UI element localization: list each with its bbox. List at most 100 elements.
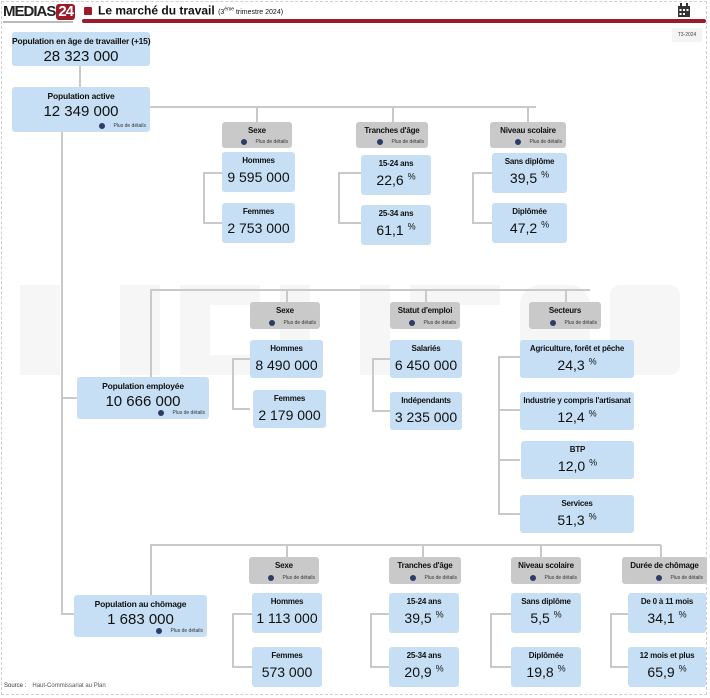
stat-value-wrap: 20,9 %: [389, 664, 459, 681]
stat-value-wrap: 1 113 000: [252, 610, 322, 627]
stat-box: 15-24 ans 22,6 %: [361, 155, 431, 195]
stat-label: Diplômée: [528, 651, 564, 660]
medias24-logo[interactable]: MEDIAS 24: [3, 3, 76, 20]
unit-label: %: [541, 169, 550, 180]
stat-label: BTP: [569, 445, 586, 454]
more-details-link[interactable]: Plus de détails: [515, 139, 562, 145]
group-header[interactable]: Statut d'emploi Plus de détails: [390, 302, 460, 329]
group-title: Statut d'emploi: [397, 306, 453, 315]
group-header[interactable]: Sexe Plus de détails: [250, 302, 320, 329]
stat-box: Femmes 2 179 000: [253, 390, 326, 428]
stat-value: 2 753 000: [227, 220, 290, 236]
connector-line: [286, 290, 288, 302]
stat-value: 8 490 000: [255, 357, 318, 373]
unit-label: %: [589, 457, 598, 468]
more-details-link[interactable]: Plus de détails: [409, 320, 456, 326]
more-details-link[interactable]: Plus de détails: [530, 575, 577, 581]
connector-line: [232, 613, 234, 668]
stat-label: De 0 à 11 mois: [640, 597, 694, 606]
title-text: Le marché du travail: [98, 3, 215, 18]
more-details-link[interactable]: Plus de détails: [269, 320, 316, 326]
stat-box: Femmes 573 000: [252, 647, 322, 687]
more-details-label: Plus de détails: [670, 575, 703, 581]
stat-value: 28 323 000: [43, 48, 119, 65]
more-details-label: Plus de détails: [564, 320, 597, 326]
stat-value: 9 595 000: [227, 169, 290, 185]
stat-box: Diplômée 19,8 %: [511, 647, 581, 687]
more-details-link[interactable]: Plus de détails: [550, 320, 597, 326]
connector-line: [61, 613, 75, 615]
stat-value: 39,5: [509, 170, 538, 186]
stat-box: De 0 à 11 mois 34,1 %: [628, 593, 706, 633]
connector-line: [498, 459, 520, 461]
stat-value-wrap: 65,9 %: [628, 664, 706, 681]
connector-line: [472, 222, 492, 224]
stat-box: Hommes 1 113 000: [252, 593, 322, 633]
more-details-link[interactable]: Plus de détails: [156, 628, 203, 634]
more-details-label: Plus de détails: [170, 628, 203, 634]
stat-label: Hommes: [242, 156, 275, 165]
connector-line: [372, 358, 374, 412]
group-header[interactable]: Niveau scolaire Plus de détails: [511, 557, 581, 584]
connector-line: [370, 613, 372, 668]
source-note: Source : Haut-Commissariat au Plan: [4, 683, 106, 689]
connector-line: [150, 289, 152, 377]
stat-label: 25-34 ans: [378, 209, 414, 218]
group-title: Tranches d'âge: [364, 126, 420, 135]
group-header[interactable]: Tranches d'âge Plus de détails: [389, 557, 461, 584]
stat-value: 39,5: [404, 610, 432, 626]
calendar-icon[interactable]: [677, 3, 691, 18]
connector-line: [61, 132, 63, 614]
more-details-label: Plus de détails: [391, 139, 424, 145]
connector-line: [338, 172, 361, 174]
connector-line: [370, 666, 389, 668]
more-details-link[interactable]: Plus de détails: [241, 139, 288, 145]
unit-label: %: [678, 609, 687, 620]
more-details-link[interactable]: Plus de détails: [656, 575, 703, 581]
connector-line: [232, 613, 252, 615]
stat-label: Femmes: [242, 207, 275, 216]
more-details-link[interactable]: Plus de détails: [410, 575, 457, 581]
stat-value-wrap: 8 490 000: [250, 357, 323, 374]
employed-population-box[interactable]: Population employée 10 666 000 Plus de dét…: [77, 377, 209, 419]
stat-value: 65,9: [647, 664, 675, 680]
more-details-link[interactable]: Plus de détails: [99, 123, 146, 129]
connector-line: [610, 613, 612, 668]
group-header[interactable]: Durée de chômage Plus de détails: [622, 557, 707, 584]
stat-value-wrap: 51,3 %: [520, 512, 634, 529]
connector-line: [203, 172, 222, 174]
connector-line: [392, 107, 394, 122]
stat-label: Salariés: [411, 344, 441, 353]
unemployed-population-box[interactable]: Population au chômage 1 683 000 Plus de dé…: [74, 595, 207, 637]
connector-line: [527, 107, 529, 122]
group-header[interactable]: Secteurs Plus de détails: [529, 302, 601, 329]
connector-line: [150, 289, 590, 291]
more-details-link[interactable]: Plus de détails: [158, 410, 205, 416]
more-details-label: Plus de détails: [113, 123, 146, 129]
info-dot-icon: [409, 320, 416, 326]
connector-line: [338, 172, 340, 224]
group-header[interactable]: Niveau scolaire Plus de détails: [490, 122, 566, 148]
period-button[interactable]: T3-2024: [672, 28, 702, 42]
stat-value-wrap: 34,1 %: [628, 610, 706, 627]
stat-box: Agriculture, forêt et pêche 24,3 %: [520, 340, 634, 378]
info-dot-icon: [410, 575, 417, 581]
more-details-label: Plus de détails: [282, 575, 315, 581]
group-header[interactable]: Sexe Plus de détails: [222, 122, 292, 148]
connector-line: [490, 613, 492, 668]
connector-line: [203, 222, 222, 224]
stat-value: 24,3: [557, 357, 585, 373]
more-details-link[interactable]: Plus de détails: [377, 139, 424, 145]
group-header[interactable]: Sexe Plus de détails: [249, 557, 319, 584]
more-details-label: Plus de détails: [255, 139, 288, 145]
connector-line: [498, 513, 520, 515]
active-population-box[interactable]: Population active 12 349 000 Plus de détai…: [12, 87, 150, 132]
unit-label: %: [588, 408, 597, 419]
stat-value-wrap: 12 349 000: [12, 103, 150, 120]
stat-label: Sans diplôme: [521, 597, 571, 606]
stat-label: Agriculture, forêt et pêche: [529, 344, 625, 353]
connector-line: [660, 545, 662, 557]
group-header[interactable]: Tranches d'âge Plus de détails: [356, 122, 428, 148]
logo-tagline: [3, 21, 73, 23]
more-details-link[interactable]: Plus de détails: [268, 575, 315, 581]
